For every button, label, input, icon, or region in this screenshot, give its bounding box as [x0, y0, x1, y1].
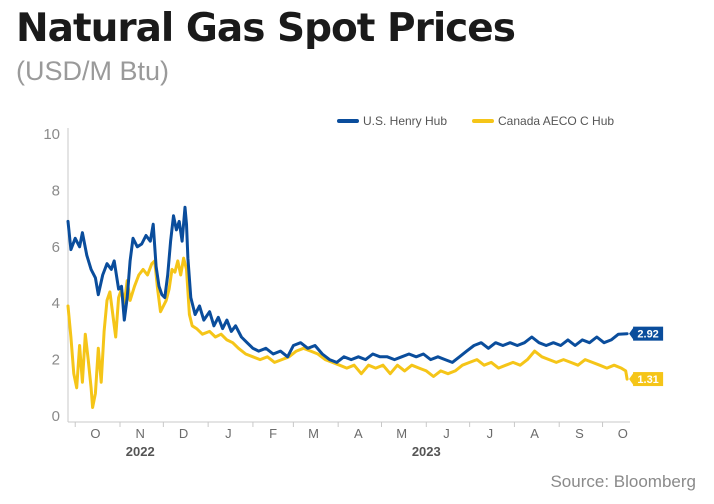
- x-month-label: F: [269, 426, 277, 441]
- x-month-label: M: [308, 426, 319, 441]
- legend-label: U.S. Henry Hub: [363, 114, 447, 128]
- x-month-label: N: [136, 426, 145, 441]
- series-line-0: [66, 205, 629, 364]
- end-label-pointer: [629, 372, 635, 387]
- x-month-label: A: [530, 426, 539, 441]
- x-year-label: 2023: [412, 444, 441, 459]
- x-month-label: O: [90, 426, 100, 441]
- end-label-pointer: [629, 326, 635, 341]
- y-tick-label: 10: [43, 126, 60, 143]
- x-month-label: J: [225, 426, 232, 441]
- x-month-label: D: [179, 426, 188, 441]
- legend: U.S. Henry Hub Canada AECO C Hub: [337, 114, 614, 128]
- x-year-label: 2022: [126, 444, 155, 459]
- y-axis: 0 2 4 6 8 10: [43, 126, 69, 425]
- x-month-label: S: [575, 426, 584, 441]
- end-label-box: [633, 372, 664, 387]
- y-tick-label: 2: [52, 352, 60, 369]
- chart-title: Natural Gas Spot Prices: [16, 6, 516, 51]
- end-label-box: [633, 326, 664, 341]
- x-month-label: M: [396, 426, 407, 441]
- x-axis: O N D J F M A M J J A S O 2022 2023: [68, 421, 630, 459]
- source-note: Source: Bloomberg: [550, 472, 696, 491]
- x-month-label: J: [487, 426, 494, 441]
- end-value-label: 1.31: [637, 374, 658, 386]
- y-tick-label: 6: [52, 239, 60, 256]
- y-tick-label: 0: [52, 408, 60, 425]
- y-tick-label: 4: [52, 295, 60, 312]
- series-line-1: [66, 256, 629, 409]
- x-month-label: A: [354, 426, 363, 441]
- chart-subtitle: (USD/M Btu): [16, 56, 170, 86]
- series-layer: [66, 205, 629, 409]
- x-month-label: O: [618, 426, 628, 441]
- legend-label: Canada AECO C Hub: [498, 114, 614, 128]
- y-tick-label: 8: [52, 182, 60, 199]
- end-labels: 2.92 1.31: [629, 326, 664, 387]
- x-month-label: J: [443, 426, 450, 441]
- end-value-label: 2.92: [637, 329, 658, 341]
